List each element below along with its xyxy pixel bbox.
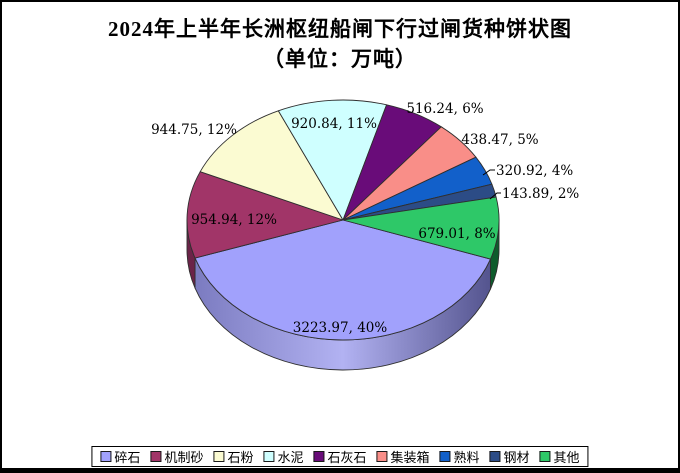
leader-line-熟料 [482, 169, 495, 176]
legend-swatch-碎石 [100, 451, 112, 462]
data-label-机制砂: 954.94, 12% [191, 212, 277, 228]
legend-label-熟料: 熟料 [453, 450, 480, 465]
legend-item-机制砂: 机制砂 [150, 447, 203, 466]
legend-item-碎石: 碎石 [100, 447, 140, 466]
legend-label-石粉: 石粉 [227, 450, 254, 465]
pie-slice-碎石 [194, 219, 491, 341]
leader-line-钢材 [489, 192, 501, 200]
legend-label-石灰石: 石灰石 [327, 450, 367, 465]
data-label-石粉: 944.75, 12% [151, 122, 237, 138]
data-label-石灰石: 516.24, 6% [406, 101, 483, 117]
legend-item-钢材: 钢材 [489, 447, 530, 466]
chart-title: 2024年上半年长洲枢纽船闸下行过闸货种饼状图 （单位：万吨） [2, 14, 678, 74]
legend-swatch-水泥 [263, 451, 275, 462]
legend-label-碎石: 碎石 [114, 450, 141, 465]
legend-swatch-其他 [539, 451, 551, 462]
pie-slice-石粉 [199, 110, 344, 221]
data-label-其他: 679.01, 8% [418, 226, 495, 242]
data-label-熟料: 320.92, 4% [496, 163, 573, 179]
legend-label-机制砂: 机制砂 [164, 450, 204, 465]
legend-label-水泥: 水泥 [277, 450, 304, 465]
legend-label-其他: 其他 [553, 450, 580, 465]
data-label-碎石: 3223.97, 40% [293, 320, 388, 336]
data-label-水泥: 920.84, 11% [291, 116, 377, 132]
legend-item-水泥: 水泥 [263, 447, 303, 466]
legend-swatch-钢材 [489, 451, 501, 462]
chart-title-line1: 2024年上半年长洲枢纽船闸下行过闸货种饼状图 [108, 17, 572, 41]
chart-title-line2: （单位：万吨） [263, 47, 417, 71]
legend-item-其他: 其他 [539, 447, 580, 466]
legend-item-集装箱: 集装箱 [376, 447, 430, 466]
data-label-钢材: 143.89, 2% [502, 186, 579, 202]
legend-swatch-石灰石 [313, 451, 325, 462]
legend-swatch-集装箱 [376, 451, 388, 462]
data-label-集装箱: 438.47, 5% [461, 132, 538, 148]
legend-swatch-熟料 [439, 451, 451, 462]
legend-swatch-石粉 [213, 451, 225, 462]
legend-item-石灰石: 石灰石 [313, 447, 367, 466]
legend-item-熟料: 熟料 [439, 447, 480, 466]
pie-slice-水泥 [277, 99, 388, 221]
pie-slice-机制砂 [186, 171, 344, 259]
legend-label-钢材: 钢材 [503, 450, 530, 465]
legend-swatch-机制砂 [150, 451, 162, 462]
pie-slice-其他 [342, 196, 500, 260]
legend-item-石粉: 石粉 [213, 447, 253, 466]
legend-label-集装箱: 集装箱 [390, 450, 430, 465]
legend: 碎石 机制砂 石粉 水泥 石灰石 集装箱 熟料 钢材 其他 [91, 446, 589, 467]
